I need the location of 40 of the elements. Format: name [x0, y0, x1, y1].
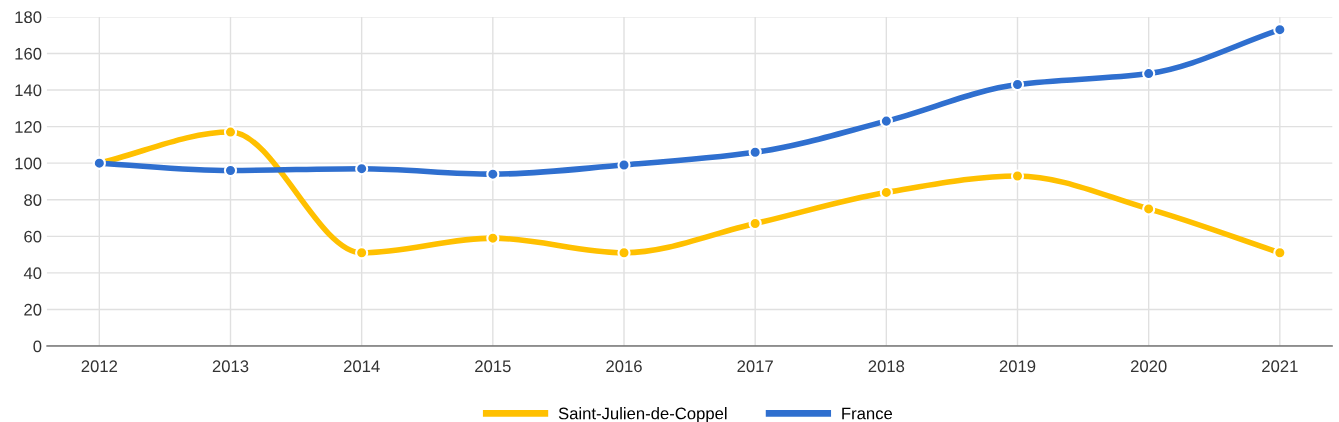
x-tick-label: 2021	[1262, 360, 1298, 373]
point	[617, 158, 631, 172]
x-tick-label: 2017	[737, 360, 773, 373]
point	[1010, 169, 1025, 183]
y-tick-label: 60	[24, 230, 42, 243]
point	[748, 145, 762, 159]
point	[223, 125, 238, 139]
point	[748, 216, 762, 231]
x-tick-label: 2012	[81, 360, 118, 373]
y-tick-label: 0	[33, 340, 42, 353]
point	[879, 114, 893, 128]
y-tick-label: 100	[15, 157, 42, 170]
y-tick-label: 160	[15, 47, 42, 60]
point	[486, 167, 500, 181]
y-tick-label: 80	[24, 194, 42, 206]
y-tick-label: 20	[24, 303, 42, 316]
point	[1142, 202, 1156, 216]
point	[1273, 246, 1287, 260]
point	[617, 246, 631, 260]
point	[355, 246, 369, 260]
point	[355, 162, 369, 176]
x-tick-label: 2019	[999, 360, 1036, 373]
x-tick-label: 2018	[868, 360, 905, 373]
x-tick-label: 2014	[343, 360, 380, 373]
point	[879, 185, 893, 200]
legend-label: Saint-Julien-de-Coppel	[558, 407, 727, 422]
point	[1142, 66, 1156, 81]
x-tick-label: 2020	[1130, 360, 1167, 373]
point	[1273, 23, 1287, 37]
x-tick-label: 2013	[212, 360, 249, 373]
legend-label: France	[842, 407, 893, 420]
point	[223, 163, 238, 178]
y-tick-label: 40	[23, 267, 42, 280]
point	[1010, 77, 1025, 92]
y-tick-label: 120	[15, 121, 42, 133]
y-tick-label: 140	[15, 84, 42, 97]
x-tick-label: 2015	[475, 360, 511, 373]
y-tick-label: 180	[15, 11, 42, 24]
point	[486, 231, 500, 245]
x-tick-label: 2016	[606, 360, 642, 373]
